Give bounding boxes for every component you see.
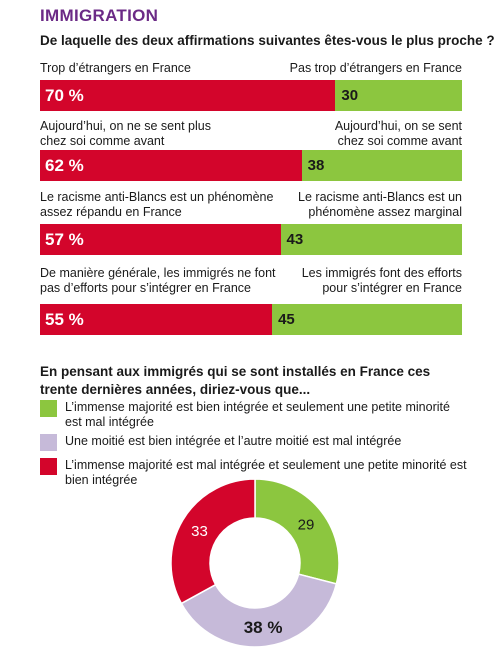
donut-label-green: 29 <box>298 516 315 533</box>
row-2-right-value: 38 <box>307 157 325 174</box>
legend-item-green: L’immense majorité est bien intégrée et … <box>40 400 470 430</box>
donut-slice-lilac <box>180 573 338 648</box>
row-3-left-value: 57 % <box>45 230 84 249</box>
row-4-left-value: 55 % <box>45 310 84 329</box>
row-3-bar: 57 % 43 <box>40 224 462 255</box>
row-2-right-segment: 38 <box>301 150 462 181</box>
donut-slice-red <box>170 478 256 605</box>
row-4-right-value: 45 <box>278 311 295 328</box>
row-4-left-segment: 55 % <box>40 304 273 335</box>
row-2-left-label: Aujourd’hui, on ne se sent plus chez soi… <box>40 119 211 148</box>
row-4-left-label: De manière générale, les immigrés ne fon… <box>40 266 276 295</box>
row-3-right-segment: 43 <box>280 224 462 255</box>
row-1-right-segment: 30 <box>335 80 462 111</box>
row-3-left-segment: 57 % <box>40 224 281 255</box>
row-1-right-label: Pas trop d’étrangers en France <box>289 61 462 75</box>
row-3-left-label: Le racisme anti-Blancs est un phénomène … <box>40 190 274 219</box>
legend-label-lilac: Une moitié est bien intégrée et l’autre … <box>65 434 402 448</box>
donut-label-lilac: 38 % <box>244 618 283 637</box>
legend-label-red: L’immense majorité est mal intégrée et s… <box>65 458 467 487</box>
row-1-left-label: Trop d’étrangers en France <box>40 61 192 75</box>
legend-item-lilac: Une moitié est bien intégrée et l’autre … <box>40 434 470 451</box>
donut-question: En pensant aux immigrés qui se sont inst… <box>40 364 431 397</box>
row-1-left-value: 70 % <box>45 86 84 105</box>
row-4-right-label: Les immigrés font des efforts pour s’int… <box>301 266 462 295</box>
donut-chart: 29 38 % 33 <box>170 478 340 648</box>
legend-item-red: L’immense majorité est mal intégrée et s… <box>40 458 470 488</box>
legend-swatch-lilac <box>40 434 57 451</box>
row-1-right-value: 30 <box>341 87 359 104</box>
question-title: De laquelle des deux affirmations suivan… <box>40 33 495 48</box>
donut-label-red: 33 <box>191 523 208 540</box>
donut-slice-green <box>254 478 340 585</box>
legend-swatch-red <box>40 458 57 475</box>
legend-label-green: L’immense majorité est bien intégrée et … <box>65 400 450 429</box>
row-2-bar: 62 % 38 <box>40 150 462 181</box>
row-4-bar: 55 % 45 <box>40 304 462 335</box>
section-title: IMMIGRATION <box>40 6 159 25</box>
row-2-left-segment: 62 % <box>40 150 302 181</box>
row-2-right-label: Aujourd’hui, on se sent chez soi comme a… <box>334 119 462 148</box>
legend-swatch-green <box>40 400 57 417</box>
row-1-left-segment: 70 % <box>40 80 336 111</box>
row-3-right-value: 43 <box>286 231 304 248</box>
row-1-bar: 70 % 30 <box>40 80 462 111</box>
row-2-left-value: 62 % <box>45 156 84 175</box>
row-4-right-segment: 45 <box>272 304 462 335</box>
row-3-right-label: Le racisme anti-Blancs est un phénomène … <box>298 190 462 219</box>
